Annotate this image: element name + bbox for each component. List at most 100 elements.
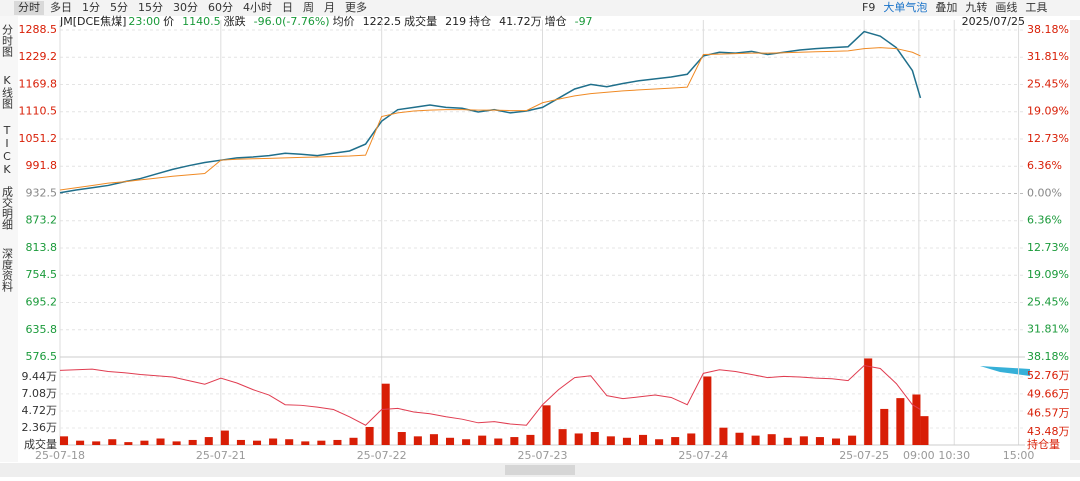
oi-line — [59, 364, 921, 426]
volume-bar — [317, 440, 326, 445]
avg-line — [59, 47, 921, 191]
volume-bar — [188, 439, 197, 445]
y2-tick-label: 38.18% — [1027, 350, 1069, 363]
volume-bar — [462, 439, 471, 445]
volume-bar — [92, 441, 101, 445]
toolbar-tab[interactable]: 更多 — [345, 0, 367, 14]
volume-bar — [60, 436, 69, 445]
y-tick-label: 695.2 — [26, 295, 58, 308]
y-tick-label: 932.5 — [26, 186, 58, 199]
toolbar-tool[interactable]: 叠加 — [935, 1, 957, 14]
cursor-marker — [980, 366, 1030, 376]
y-tick-label: 813.8 — [26, 241, 58, 254]
toolbar-tab[interactable]: 15分 — [138, 1, 163, 14]
volume-bar — [558, 429, 567, 445]
volume-tick-label: 9.44万 — [22, 370, 58, 383]
toolbar-tool[interactable]: 画线 — [995, 0, 1017, 14]
volume-bar — [124, 442, 133, 445]
info-item: 219 — [445, 15, 466, 28]
toolbar-tab[interactable]: 5分 — [110, 1, 128, 14]
sidebar-tab[interactable]: 成交明细 — [1, 186, 14, 230]
y2-tick-label: 12.73% — [1027, 132, 1069, 145]
volume-bar — [719, 427, 728, 445]
toolbar-tool[interactable]: 九转 — [965, 0, 987, 14]
volume-bar — [767, 434, 776, 445]
toolbar-tool[interactable]: F9 — [862, 1, 875, 14]
volume-bar — [478, 435, 487, 445]
toolbar-tab[interactable]: 4小时 — [243, 1, 272, 14]
scroll-thumb[interactable] — [505, 465, 575, 475]
toolbar-tab[interactable]: 多日 — [50, 0, 72, 14]
volume-tick-label: 2.36万 — [22, 421, 58, 434]
active-tab-bg — [14, 1, 44, 15]
y2-tick-label: 0.00% — [1027, 186, 1062, 199]
toolbar-tab[interactable]: 周 — [303, 1, 314, 14]
info-item: -97 — [575, 15, 593, 28]
x-tick-label: 10:30 — [938, 449, 970, 462]
y-tick-label: 1110.5 — [19, 105, 58, 118]
toolbar-tool[interactable]: 大单气泡 — [883, 0, 927, 14]
volume-bar — [703, 376, 712, 445]
toolbar-tool[interactable]: 工具 — [1025, 1, 1047, 14]
volume-label: 成交量 — [24, 437, 57, 451]
volume-bar — [799, 436, 808, 445]
volume-bar — [156, 438, 165, 445]
volume-bar — [526, 434, 535, 445]
volume-bar — [236, 439, 245, 445]
volume-bar — [574, 433, 583, 445]
volume-bar — [735, 432, 744, 445]
x-tick-label: 15:00 — [1003, 449, 1035, 462]
x-tick-label: 25-07-24 — [678, 449, 728, 462]
x-tick-label: 25-07-21 — [196, 449, 246, 462]
volume-bar — [140, 440, 149, 445]
y2-tick-label: 31.81% — [1027, 50, 1069, 63]
x-tick-label: 25-07-25 — [839, 449, 889, 462]
volume-bar — [381, 383, 390, 445]
y2-tick-label: 6.36% — [1027, 214, 1062, 227]
toolbar-tab[interactable]: 分时 — [18, 1, 40, 14]
sidebar-tab[interactable]: TICK — [1, 124, 14, 176]
y2-tick-label: 31.81% — [1027, 323, 1069, 336]
volume-bar — [687, 433, 696, 445]
volume-tick-label: 4.72万 — [22, 404, 58, 417]
info-item: 23:00 — [128, 15, 160, 28]
y-tick-label: 1288.5 — [19, 23, 58, 36]
volume-bar — [510, 437, 519, 445]
info-item: 41.72万 — [499, 15, 542, 28]
oi-tick-label: 43.48万 — [1027, 425, 1070, 438]
info-item: 增仓 — [545, 14, 567, 28]
y2-tick-label: 19.09% — [1027, 268, 1069, 281]
volume-bar — [253, 440, 262, 445]
y2-tick-label: 19.09% — [1027, 105, 1069, 118]
volume-bar — [751, 435, 760, 445]
price-line — [59, 30, 922, 194]
volume-bar — [429, 434, 438, 445]
volume-bar — [333, 439, 342, 445]
volume-bar — [220, 430, 229, 445]
y-tick-label: 635.8 — [26, 323, 58, 336]
y-tick-label: 754.5 — [26, 268, 58, 281]
volume-bar — [848, 435, 857, 445]
toolbar-tab[interactable]: 30分 — [173, 1, 198, 14]
sidebar-tab[interactable]: 深度资料 — [1, 248, 14, 293]
volume-bar — [606, 436, 615, 445]
info-item: 1140.5 — [182, 15, 221, 28]
toolbar-tab[interactable]: 1分 — [82, 1, 100, 14]
volume-bar — [671, 437, 680, 445]
volume-bar — [494, 438, 503, 445]
right-handle[interactable] — [1070, 20, 1080, 460]
volume-bar — [397, 432, 406, 445]
toolbar-tab[interactable]: 月 — [324, 1, 335, 14]
info-item: -96.0(-7.76%) — [254, 15, 330, 28]
y-tick-label: 1229.2 — [19, 50, 58, 63]
volume-bar — [783, 437, 792, 445]
toolbar-tab[interactable]: 60分 — [208, 1, 233, 14]
volume-bar — [920, 416, 929, 445]
toolbar-tab[interactable]: 日 — [282, 1, 293, 14]
sidebar-tab[interactable]: K线图 — [1, 74, 14, 110]
volume-bar — [880, 408, 889, 445]
oi-tick-label: 52.76万 — [1027, 369, 1070, 382]
sidebar-tab[interactable]: 分时图 — [1, 24, 14, 58]
volume-tick-label: 7.08万 — [22, 387, 58, 400]
